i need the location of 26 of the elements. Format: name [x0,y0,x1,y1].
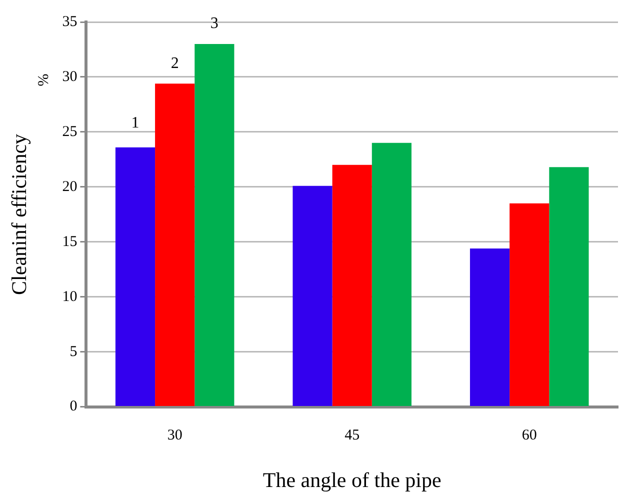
y-tick-label: 20 [62,178,78,195]
y-tick-label: 15 [62,234,78,250]
series-label: 2 [170,54,179,72]
x-tick-label: 60 [522,428,537,444]
series-label: 3 [210,15,218,32]
bar [115,147,156,406]
bar [470,248,510,406]
bar [194,44,234,406]
bar [372,142,412,406]
y-tick-label: 5 [70,344,78,360]
bar [292,186,332,406]
y-tick-label: 25 [62,124,78,140]
text: % [36,74,52,86]
x-tick-label: 45 [344,428,360,444]
bar [549,167,589,406]
y-tick-label: 30 [62,68,78,85]
y-tick-label: 35 [62,14,78,30]
y-tick-label: 0 [70,398,78,415]
x-axis-title: The angle of the pipe [262,468,442,492]
y-tick-label: 10 [62,288,78,305]
x-tick-label: 30 [167,428,182,444]
bar [510,203,550,406]
bar [155,84,195,406]
y-axis-title: Cleaninf efficiency [7,133,32,295]
bar [332,164,372,406]
series-label: 1 [131,114,140,132]
